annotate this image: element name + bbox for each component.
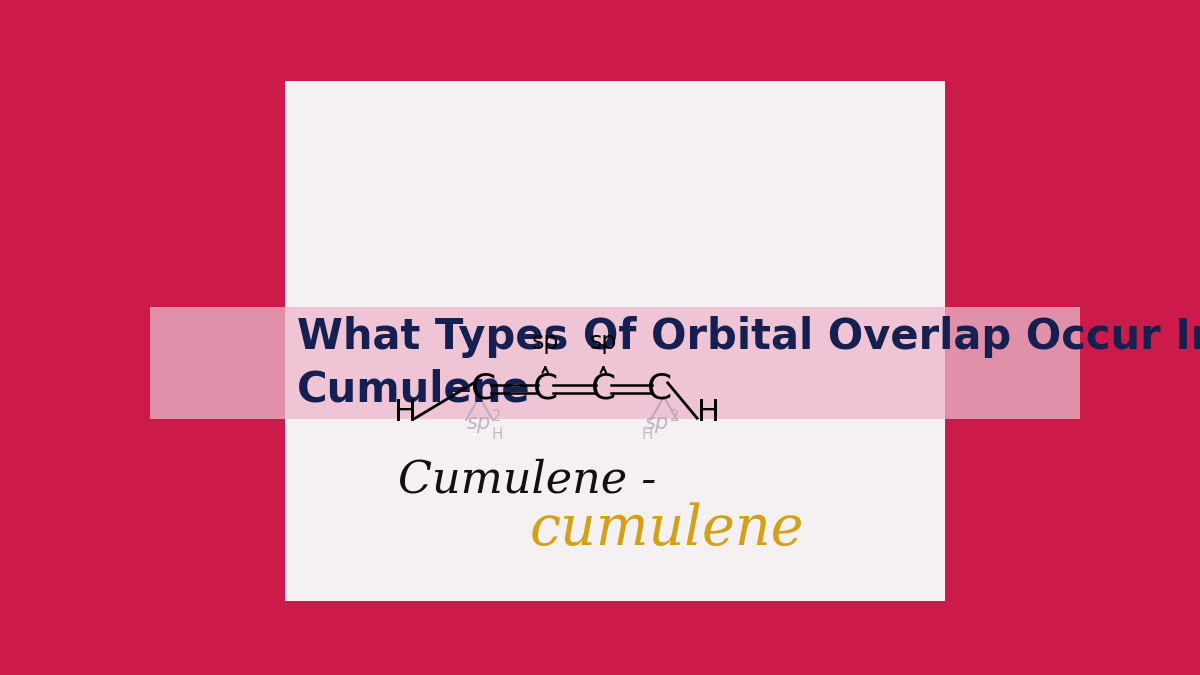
Text: C: C: [533, 372, 558, 406]
Text: What Types Of Orbital Overlap Occur In
Cumulene: What Types Of Orbital Overlap Occur In C…: [298, 317, 1200, 410]
Text: H: H: [642, 427, 653, 443]
Text: Cumulene -: Cumulene -: [398, 458, 656, 502]
Bar: [150, 307, 1080, 418]
Text: C: C: [590, 372, 616, 406]
Text: sp: sp: [532, 330, 559, 354]
Text: H: H: [492, 427, 503, 443]
Text: sp: sp: [589, 330, 617, 354]
Text: cumulene: cumulene: [529, 502, 804, 557]
Bar: [284, 307, 946, 418]
Text: H: H: [395, 398, 418, 427]
Bar: [284, 81, 946, 601]
Text: C: C: [470, 372, 496, 406]
Text: C: C: [647, 372, 672, 406]
Text: H: H: [696, 398, 720, 427]
Text: $sp^2$: $sp^2$: [466, 408, 500, 437]
Text: $sp^2$: $sp^2$: [644, 408, 679, 437]
